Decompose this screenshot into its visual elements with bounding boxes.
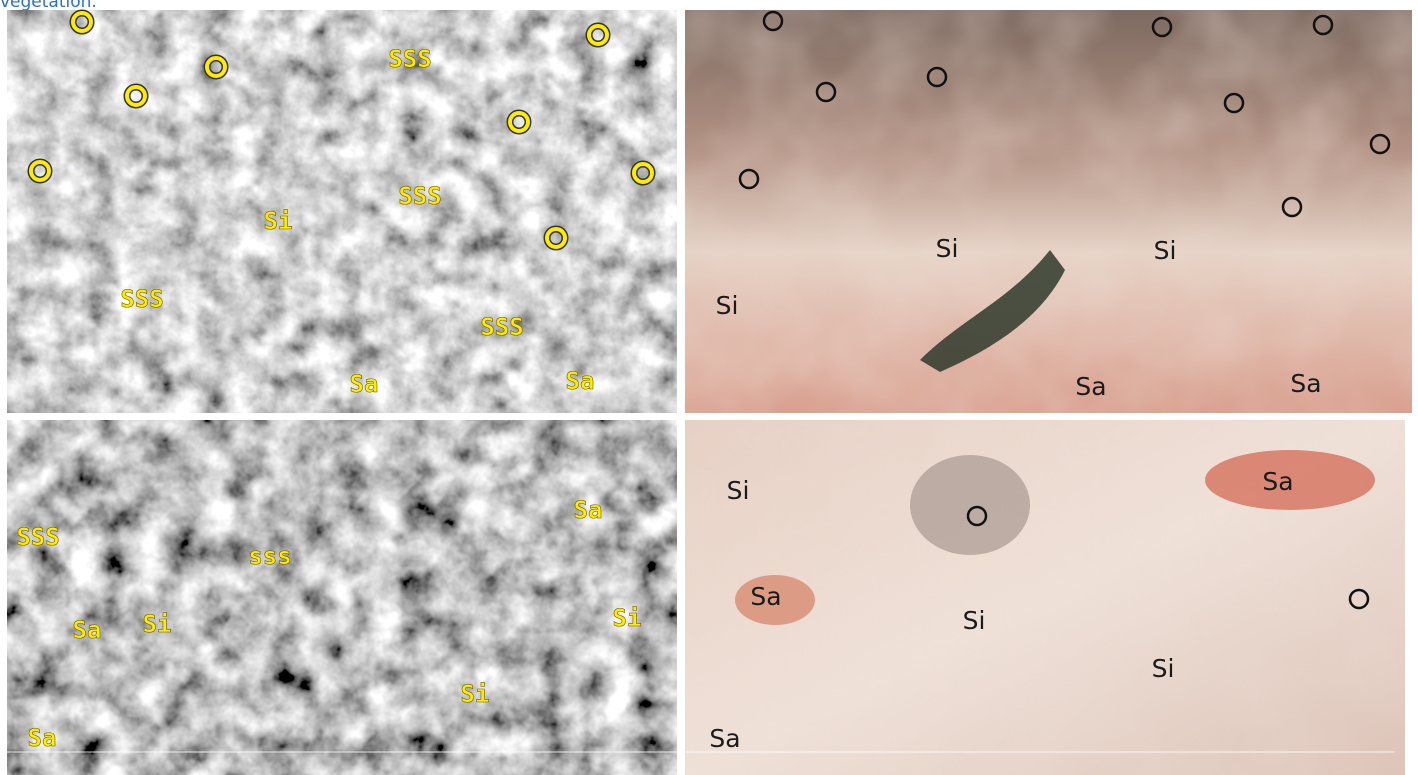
class-label: Si	[264, 207, 293, 235]
class-label: Sa	[750, 582, 781, 611]
dark-patch	[910, 455, 1030, 555]
class-label: SSS	[398, 182, 441, 210]
class-label: SSS	[388, 45, 431, 73]
panel-image	[7, 10, 677, 413]
class-label: Si	[1154, 236, 1177, 265]
class-label: Sa	[73, 616, 102, 644]
panel-texture	[685, 10, 1412, 413]
ring-marker	[545, 227, 567, 249]
panel-image	[7, 420, 677, 775]
class-label: Sa	[1290, 369, 1321, 398]
ring-marker	[966, 505, 988, 527]
class-label: Sa	[709, 724, 740, 753]
class-label: SSS	[120, 285, 163, 313]
ring-marker	[762, 10, 784, 32]
ring-marker	[1348, 588, 1370, 610]
class-label: SSS	[16, 523, 59, 551]
ring-marker	[632, 162, 654, 184]
class-label: Sa	[566, 367, 595, 395]
ring-marker	[738, 168, 760, 190]
red-patch	[735, 575, 815, 625]
ring-marker	[1369, 133, 1391, 155]
class-label: Sa	[1075, 372, 1106, 401]
class-label: Si	[727, 476, 750, 505]
markers	[27, 9, 1391, 610]
ring-marker	[508, 111, 530, 133]
class-label: Sa	[28, 724, 57, 752]
vegetation-patch	[920, 250, 1065, 372]
ring-marker	[29, 160, 51, 182]
ring-marker	[1223, 92, 1245, 114]
class-label: Si	[613, 604, 642, 632]
labels: SSS SSS Si SSS SSS Sa Sa Si Si Si Sa Sa SSS sss Sa Sa Si…	[16, 45, 1322, 753]
ring-marker	[205, 56, 227, 78]
class-label: Si	[1152, 654, 1175, 683]
ring-marker	[125, 85, 147, 107]
ring-marker	[71, 11, 93, 33]
class-label: Si	[936, 234, 959, 263]
ring-marker	[1151, 16, 1173, 38]
ring-marker	[587, 24, 609, 46]
class-label: Si	[716, 291, 739, 320]
class-label: sss	[248, 542, 291, 570]
ring-marker	[926, 66, 948, 88]
ring-marker	[1281, 196, 1303, 218]
ring-marker	[815, 81, 837, 103]
red-patch	[1205, 450, 1375, 510]
class-label: Sa	[574, 496, 603, 524]
class-label: Si	[963, 606, 986, 635]
ring-marker	[1312, 14, 1334, 36]
class-label: Si	[143, 610, 172, 638]
class-label: Si	[461, 680, 490, 708]
caption: vegetation.	[0, 0, 97, 12]
class-label: Sa	[1262, 467, 1293, 496]
class-label: Sa	[350, 370, 379, 398]
class-label: SSS	[480, 313, 523, 341]
